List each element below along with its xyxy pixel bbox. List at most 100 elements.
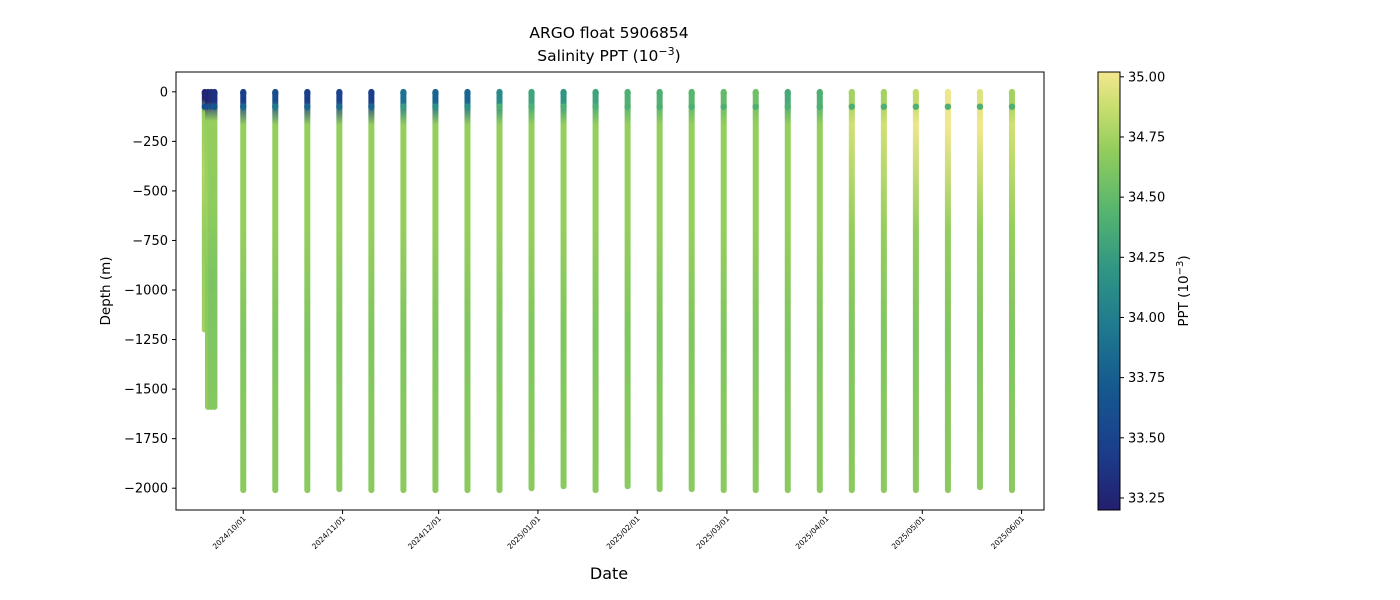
- y-tick-label: −500: [132, 184, 168, 199]
- thermocline-point: [368, 103, 375, 110]
- chart-title: ARGO float 5906854: [529, 24, 688, 42]
- colorbar-tick-label: 33.25: [1128, 491, 1165, 506]
- y-axis-label: Depth (m): [98, 256, 114, 325]
- y-axis: 0 −250 −500 −750 −1000 −1250 −1500 −1750 −2000: [124, 85, 176, 497]
- profile-20: [720, 88, 727, 494]
- profile-bar: [432, 88, 439, 494]
- surface-point: [592, 89, 599, 97]
- profile-10: [400, 88, 407, 494]
- thermocline-point: [1008, 103, 1016, 110]
- profile-bar: [944, 88, 951, 494]
- profile-bar: [912, 88, 919, 494]
- thermocline-point: [496, 103, 503, 110]
- profile-bar: [560, 88, 567, 490]
- profile-25: [880, 88, 888, 494]
- colorbar-tick-label: 33.50: [1128, 431, 1165, 446]
- profile-27: [944, 88, 952, 494]
- colorbar-label: PPT (10−3): [1175, 255, 1192, 326]
- colorbar-tick-label: 35.00: [1128, 70, 1165, 85]
- profile-bar: [272, 88, 279, 494]
- profile-23: [816, 88, 823, 494]
- thermocline-point: [752, 103, 759, 110]
- profile-bar: [688, 88, 695, 493]
- colorbar: [1097, 71, 1121, 511]
- surface-point: [624, 89, 631, 97]
- thermocline-point: [528, 103, 535, 110]
- surface-point: [1008, 89, 1016, 97]
- x-tick-label: 2025/02/01: [605, 514, 642, 551]
- profile-21: [752, 88, 759, 494]
- surface-point: [752, 89, 759, 97]
- surface-point: [240, 89, 247, 97]
- profile-16: [592, 88, 599, 494]
- profile-bar: [752, 88, 759, 494]
- profile-6: [272, 88, 279, 494]
- surface-point: [336, 89, 343, 97]
- thermocline-point: [432, 103, 439, 110]
- x-axis-label: Date: [590, 564, 628, 583]
- x-axis: 2024/10/01 2024/11/01 2024/12/01 2025/01/01…: [211, 510, 1026, 551]
- plot-frame: [175, 71, 1045, 511]
- y-tick-label: −1000: [124, 284, 168, 299]
- profile-26: [912, 88, 920, 494]
- profile-18: [656, 88, 663, 493]
- profile-bar: [976, 88, 983, 491]
- x-tick-label: 2025/05/01: [890, 514, 927, 551]
- surface-point: [912, 89, 920, 97]
- profile-bar: [816, 88, 823, 494]
- x-tick-label: 2025/03/01: [694, 514, 731, 551]
- thermocline-point: [464, 103, 471, 110]
- thermocline-point: [272, 103, 279, 110]
- colorbar-axis: 33.25 33.50 33.75 34.00 34.25 34.50 34.75 35.00: [1120, 70, 1165, 506]
- y-tick-label: −1250: [124, 333, 168, 348]
- profile-13: [496, 88, 503, 494]
- x-tick-label: 2025/04/01: [794, 514, 831, 551]
- thermocline-point: [944, 103, 952, 110]
- profile-4: [211, 88, 218, 410]
- surface-point: [688, 89, 695, 97]
- profile-bar: [1008, 88, 1015, 494]
- thermocline-point: [211, 103, 218, 110]
- profile-bar: [211, 88, 218, 410]
- profile-17: [624, 88, 631, 490]
- surface-point: [816, 89, 823, 97]
- surface-point: [368, 89, 375, 97]
- profile-22: [784, 88, 791, 494]
- thermocline-point: [624, 103, 631, 110]
- profile-bar: [464, 88, 471, 494]
- profile-5: [240, 88, 247, 494]
- surface-point: [304, 89, 311, 97]
- y-tick-label: −1500: [124, 383, 168, 398]
- surface-point: [496, 89, 503, 97]
- profile-bar: [720, 88, 727, 494]
- surface-point: [784, 89, 791, 97]
- thermocline-point: [560, 103, 567, 110]
- colorbar-tick-label: 33.75: [1128, 371, 1165, 386]
- profile-14: [528, 88, 535, 492]
- profile-bar: [656, 88, 663, 493]
- surface-point: [848, 89, 856, 97]
- y-tick-label: 0: [160, 85, 168, 100]
- profile-8: [336, 88, 343, 493]
- thermocline-point: [688, 103, 695, 110]
- thermocline-point: [880, 103, 888, 110]
- surface-point: [880, 89, 888, 97]
- profile-bar: [240, 88, 247, 494]
- thermocline-point: [784, 103, 791, 110]
- surface-point: [464, 89, 471, 97]
- profile-bar: [496, 88, 503, 494]
- profile-bar: [336, 88, 343, 493]
- thermocline-point: [848, 103, 856, 110]
- profile-7: [304, 88, 311, 494]
- surface-point: [976, 89, 984, 97]
- surface-point: [432, 89, 439, 97]
- surface-point: [944, 89, 952, 97]
- y-tick-label: −750: [132, 234, 168, 249]
- x-tick-label: 2024/10/01: [211, 514, 248, 551]
- profile-bar: [528, 88, 535, 492]
- surface-point: [720, 89, 727, 97]
- surface-point: [528, 89, 535, 97]
- surface-point: [400, 89, 407, 97]
- thermocline-point: [336, 103, 343, 110]
- profile-29: [1008, 88, 1016, 494]
